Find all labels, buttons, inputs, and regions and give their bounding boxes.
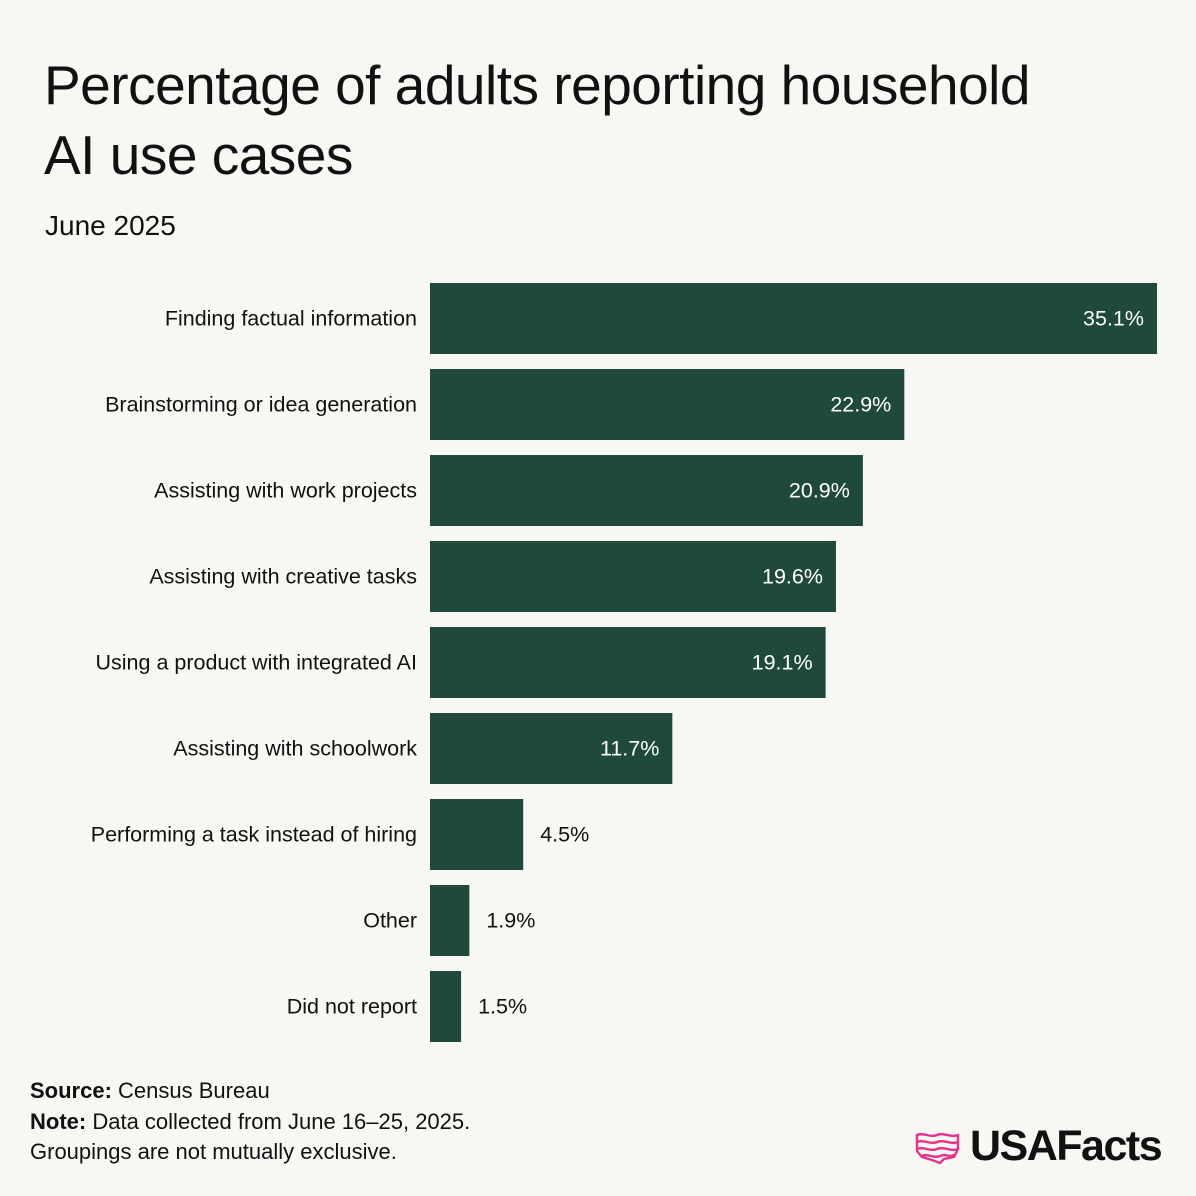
chart-title: Percentage of adults reporting household… [44, 54, 1030, 186]
value-label: 1.9% [486, 909, 535, 933]
bar [430, 971, 462, 1042]
bar [430, 541, 836, 612]
category-label: Assisting with creative tasks [149, 565, 417, 589]
bar [430, 283, 1157, 354]
note-line-2: Groupings are not mutually exclusive. [30, 1139, 397, 1164]
usafacts-flag-map-icon [915, 1132, 960, 1164]
value-label: 22.9% [830, 393, 891, 417]
category-label: Assisting with work projects [154, 479, 417, 503]
bar [430, 369, 905, 440]
category-label: Finding factual information [165, 307, 417, 331]
bar [430, 885, 470, 956]
bar [430, 627, 826, 698]
usafacts-logo: USAFacts [914, 1122, 1163, 1171]
category-label: Performing a task instead of hiring [91, 823, 417, 847]
value-label: 20.9% [789, 479, 850, 503]
value-label: 35.1% [1083, 307, 1144, 331]
value-label: 19.6% [762, 565, 823, 589]
category-label: Assisting with schoolwork [173, 737, 417, 761]
note-line: Note: Data collected from June 16–25, 20… [30, 1107, 470, 1138]
category-label: Brainstorming or idea generation [105, 393, 417, 417]
category-label: Using a product with integrated AI [96, 651, 418, 675]
value-label: 11.7% [600, 737, 659, 761]
bar [430, 799, 524, 870]
value-label: 19.1% [752, 651, 813, 675]
chart-footer: Source: Census Bureau Note: Data collect… [30, 1076, 470, 1168]
bar-chart: Finding factual information 35.1% Brainsto… [91, 283, 1157, 1042]
category-label: Did not report [287, 995, 417, 1019]
chart-subtitle: June 2025 [45, 210, 176, 241]
source-label: Source: [30, 1078, 112, 1103]
category-label: Other [363, 909, 417, 933]
logo-text: USAFacts [970, 1122, 1163, 1170]
bar [430, 455, 863, 526]
bar [430, 713, 673, 784]
value-label: 1.5% [478, 995, 527, 1019]
source-text: Census Bureau [118, 1078, 270, 1103]
note-label: Note: [30, 1108, 87, 1134]
note-text: Data collected from June 16–25, 2025. [92, 1108, 471, 1134]
value-label: 4.5% [540, 823, 589, 847]
source-line: Source: Census Bureau [30, 1076, 470, 1107]
